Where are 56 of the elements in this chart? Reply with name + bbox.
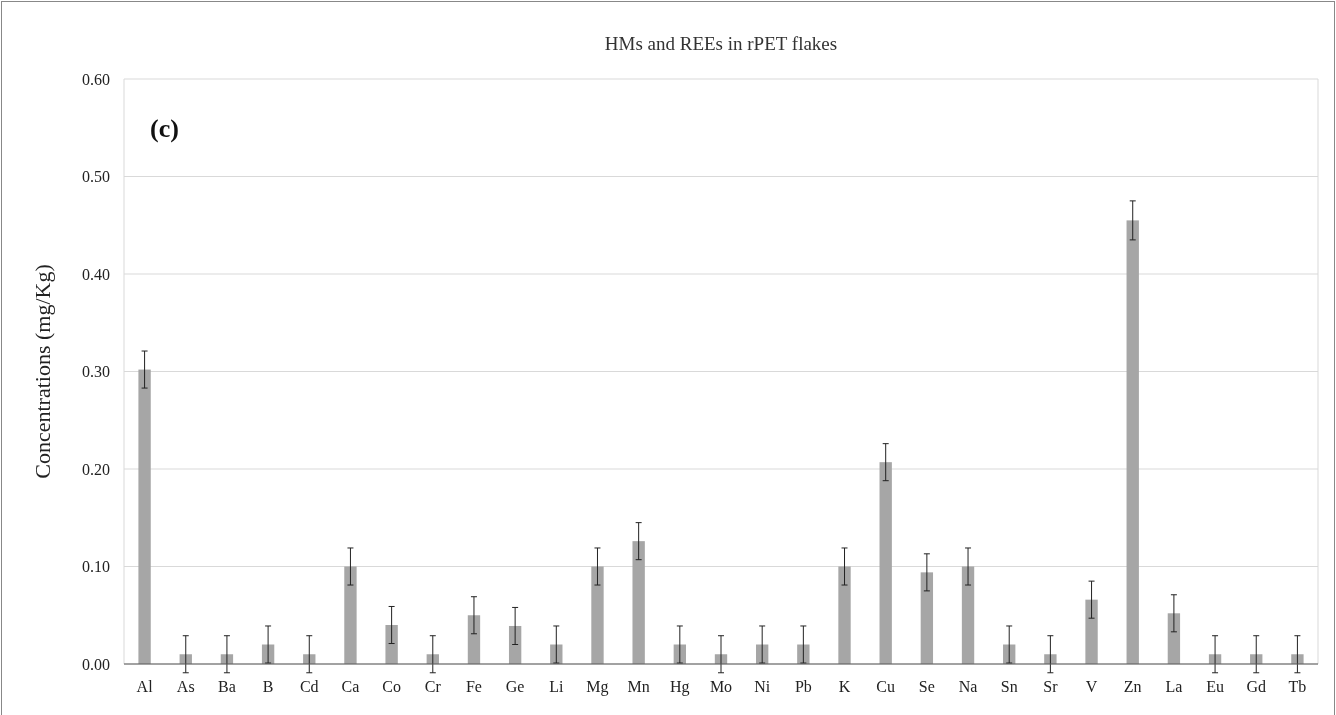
x-tick-label: Zn xyxy=(1123,678,1142,695)
x-tick-label: Eu xyxy=(1206,678,1224,695)
x-tick-label: Ge xyxy=(505,678,525,695)
x-tick-label: Sn xyxy=(1000,678,1018,695)
y-tick-label: 0.40 xyxy=(82,265,110,283)
annotation: (c) xyxy=(150,114,179,143)
x-tick-label: Co xyxy=(382,678,401,695)
bar xyxy=(344,566,357,664)
x-tick-label: Mn xyxy=(627,678,650,695)
bar xyxy=(961,566,975,664)
bar xyxy=(1044,654,1057,664)
x-tick-label: Mg xyxy=(586,678,609,696)
x-tick-label: Sr xyxy=(1043,678,1059,695)
y-tick-label: 0.50 xyxy=(82,168,110,186)
x-tick-label: Li xyxy=(549,678,564,695)
chart-title: HMs and REEs in rPET flakes xyxy=(604,33,838,54)
x-tick-label: Cr xyxy=(424,678,442,695)
y-tick-label: 0.20 xyxy=(82,460,110,478)
bar xyxy=(1167,613,1181,664)
x-tick-label: Ca xyxy=(341,678,360,695)
x-tick-label: Al xyxy=(136,678,154,695)
y-tick-label: 0.10 xyxy=(82,558,110,576)
bar xyxy=(797,644,810,664)
bar xyxy=(591,566,604,664)
y-tick-label: 0.60 xyxy=(82,70,110,88)
x-tick-label: Gd xyxy=(1246,678,1267,695)
bar xyxy=(385,625,398,664)
x-tick-label: B xyxy=(262,678,274,695)
x-tick-label: Fe xyxy=(465,678,482,695)
x-tick-label: Na xyxy=(958,678,978,695)
x-tick-label: Tb xyxy=(1288,678,1307,695)
bar xyxy=(508,625,522,664)
bar xyxy=(838,566,851,664)
bar xyxy=(879,462,892,664)
y-axis-title: Concentrations (mg/Kg) xyxy=(30,264,55,479)
x-tick-label: K xyxy=(838,678,851,695)
x-tick-label: Se xyxy=(918,678,935,695)
bar xyxy=(1126,220,1139,664)
x-tick-label: Cu xyxy=(876,678,896,695)
bar xyxy=(138,369,151,664)
x-tick-label: As xyxy=(176,678,195,695)
x-tick-label: Mo xyxy=(709,678,733,695)
y-tick-label: 0.30 xyxy=(82,363,110,381)
x-tick-label: Hg xyxy=(670,678,690,696)
x-tick-label: Cd xyxy=(299,678,319,695)
x-tick-label: Pb xyxy=(794,678,812,695)
y-tick-label: 0.00 xyxy=(82,655,110,673)
bar xyxy=(1291,654,1304,664)
bar xyxy=(467,615,481,664)
x-tick-label: V xyxy=(1085,678,1098,695)
bar xyxy=(1085,599,1098,664)
x-tick-label: Ba xyxy=(218,678,236,695)
x-tick-label: La xyxy=(1165,678,1183,695)
x-tick-label: Ni xyxy=(754,678,771,695)
bar xyxy=(920,572,934,664)
bar xyxy=(632,541,645,664)
